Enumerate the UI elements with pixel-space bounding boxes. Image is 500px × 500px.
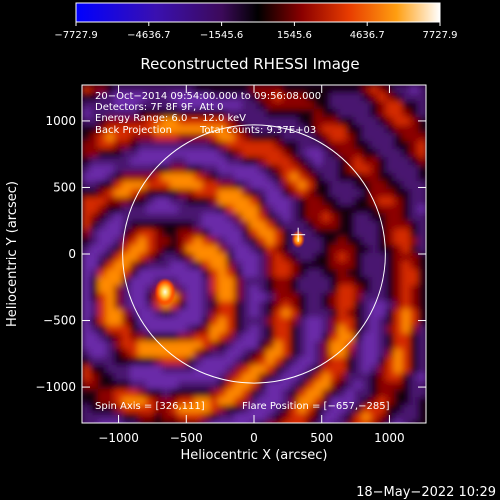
y-axis: −1000 −500 0 500 1000 <box>35 114 426 394</box>
x-tick-label: 1000 <box>374 431 405 445</box>
x-axis-label: Heliocentric X (arcsec) <box>181 448 328 463</box>
colorbar-tick-label: −7727.9 <box>54 30 97 41</box>
colorbar-tick-label: −1545.6 <box>200 30 243 41</box>
spin-axis-crosshair <box>291 227 306 242</box>
spin-axis-label: Spin Axis = [326,111] <box>95 401 205 412</box>
colorbar-ticks: −7727.9 −4636.7 −1545.6 1545.6 4636.7 7727.9 <box>54 22 458 41</box>
colorbar-tick-label: −4636.7 <box>127 30 170 41</box>
x-tick-label: −500 <box>170 431 203 445</box>
y-axis-label: Heliocentric Y (arcsec) <box>5 181 20 327</box>
info-line-3: Energy Range: 6.0 − 12.0 keV <box>95 113 246 124</box>
heatmap-image <box>82 85 426 423</box>
info-line-2: Detectors: 7F 8F 9F, Att 0 <box>95 102 223 113</box>
colorbar <box>75 2 441 23</box>
x-tick-label: 500 <box>310 431 333 445</box>
y-tick-label: −500 <box>43 314 76 328</box>
primary-source <box>154 277 176 306</box>
timestamp: 18−May−2022 10:29 <box>356 485 496 500</box>
x-axis: −1000 −500 0 500 1000 <box>98 85 405 445</box>
y-tick-label: −1000 <box>35 380 76 394</box>
x-tick-label: −1000 <box>98 431 139 445</box>
x-tick-label: 0 <box>250 431 258 445</box>
method-label: Back Projection <box>95 125 172 136</box>
chart-title: Reconstructed RHESSI Image <box>140 55 359 73</box>
y-tick-label: 500 <box>53 180 76 194</box>
total-counts-label: Total counts: 9.37E+03 <box>199 125 316 136</box>
solar-limb-circle <box>122 124 386 384</box>
colorbar-tick-label: 7727.9 <box>423 30 458 41</box>
y-tick-label: 0 <box>68 247 76 261</box>
info-line-1: 20−Oct−2014 09:54:00.000 to 09:56:08.000 <box>95 91 321 102</box>
flare-position-label: Flare Position = [−657,−285] <box>242 401 390 412</box>
colorbar-tick-label: 4636.7 <box>350 30 385 41</box>
y-tick-label: 1000 <box>45 114 76 128</box>
colorbar-tick-label: 1545.6 <box>277 30 312 41</box>
